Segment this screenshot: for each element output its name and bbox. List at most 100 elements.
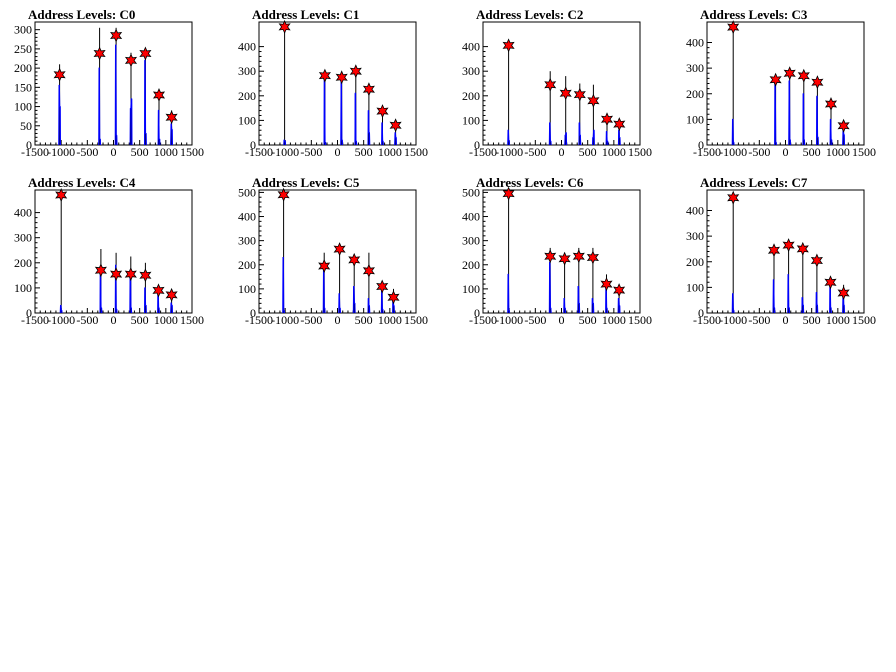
- peak-outline: [801, 297, 805, 314]
- peak-marker: [558, 251, 571, 266]
- x-tick-label: -1000: [719, 145, 747, 159]
- peak-marker: [837, 286, 850, 300]
- peak-marker: [165, 110, 178, 125]
- peak-marker: [165, 287, 178, 302]
- x-tick-label: 1000: [826, 145, 850, 159]
- peak-outline: [352, 286, 356, 314]
- peak-outline: [617, 298, 621, 314]
- panel-title: Address Levels: C7: [700, 175, 808, 190]
- y-tick-label: 200: [686, 87, 704, 101]
- peak-outline: [815, 292, 819, 314]
- peak-marker: [376, 104, 389, 119]
- y-tick-label: 400: [238, 210, 256, 224]
- x-tick-label: 500: [803, 145, 821, 159]
- y-tick-label: 0: [250, 306, 256, 320]
- peak-marker: [587, 93, 600, 108]
- x-tick-label: -500: [300, 145, 322, 159]
- y-tick-label: 100: [686, 112, 704, 126]
- x-tick-label: 500: [355, 145, 373, 159]
- peak-outline: [59, 305, 63, 314]
- x-tick-label: -500: [76, 145, 98, 159]
- peak-marker: [600, 112, 614, 127]
- y-tick-label: 100: [238, 282, 256, 296]
- peak-outline: [802, 93, 806, 146]
- x-tick-label: -1000: [271, 313, 299, 327]
- peak-outline: [578, 122, 582, 146]
- peak-marker: [613, 283, 626, 298]
- peak-marker: [335, 70, 348, 85]
- peak-outline: [564, 132, 568, 146]
- peak-marker: [769, 72, 782, 87]
- peak-marker: [110, 267, 123, 282]
- x-tick-label: 1000: [602, 313, 626, 327]
- peak-marker: [810, 253, 823, 268]
- x-tick-label: 0: [335, 313, 341, 327]
- x-tick-label: -1000: [495, 313, 523, 327]
- peak-outline: [367, 110, 371, 146]
- peak-outline: [605, 131, 609, 146]
- y-tick-label: 200: [462, 258, 480, 272]
- x-tick-label: -500: [748, 145, 770, 159]
- peak-marker: [139, 268, 152, 283]
- x-tick-label: -500: [748, 313, 770, 327]
- peak-marker: [94, 263, 107, 278]
- peak-outline: [563, 298, 567, 314]
- x-tick-label: 0: [783, 145, 789, 159]
- peak-outline: [99, 272, 103, 314]
- peak-outline: [381, 122, 384, 146]
- y-tick-label: 300: [462, 64, 480, 78]
- y-tick-label: 100: [686, 280, 704, 294]
- x-tick-label: -500: [300, 313, 322, 327]
- y-tick-label: 200: [686, 255, 704, 269]
- y-tick-label: 100: [462, 282, 480, 296]
- panel-title: Address Levels: C0: [28, 7, 135, 22]
- x-tick-label: -1000: [495, 145, 523, 159]
- panel-1: Address Levels: C1 0 100 200 300 400 -1500-100…: [238, 7, 428, 159]
- y-tick-label: 400: [238, 40, 256, 54]
- peak-marker: [124, 53, 138, 68]
- y-tick-label: 100: [14, 100, 32, 114]
- peak-outline: [731, 118, 735, 146]
- panel-2: Address Levels: C2 0 100 200 300 400 -1500-100…: [462, 7, 652, 159]
- peak-marker: [152, 283, 165, 298]
- y-tick-label: 200: [14, 61, 32, 75]
- x-tick-label: 1000: [154, 313, 178, 327]
- x-tick-label: 1000: [826, 313, 850, 327]
- x-tick-label: 0: [559, 145, 565, 159]
- y-tick-label: 0: [474, 306, 480, 320]
- x-tick-label: -500: [524, 145, 546, 159]
- y-tick-label: 300: [686, 229, 704, 243]
- peak-marker: [277, 187, 290, 202]
- peak-marker: [824, 97, 838, 111]
- y-tick-label: 500: [462, 185, 480, 199]
- y-tick-label: 300: [14, 23, 32, 37]
- panel-6: Address Levels: C60100200300400500-1500-…: [462, 175, 652, 327]
- x-tick-label: 0: [783, 313, 789, 327]
- peak-outline: [144, 287, 147, 314]
- peak-outline: [507, 273, 511, 314]
- x-tick-label: -1500: [469, 313, 497, 327]
- peak-outline: [617, 129, 621, 146]
- panel-0: Address Levels: C0 0 50 100 150 200 250 300 -150…: [14, 7, 204, 159]
- x-tick-label: 500: [579, 145, 597, 159]
- peak-marker: [837, 118, 850, 133]
- y-tick-label: 100: [462, 113, 480, 127]
- y-tick-label: 0: [26, 306, 32, 320]
- peak-marker: [811, 75, 824, 90]
- peak-marker: [349, 64, 362, 79]
- y-tick-label: 300: [686, 61, 704, 75]
- peak-outline: [170, 123, 173, 146]
- peak-marker: [502, 186, 515, 201]
- y-tick-label: 200: [238, 89, 256, 103]
- peak-marker: [152, 88, 166, 102]
- y-tick-label: 100: [14, 281, 32, 295]
- x-tick-label: -1000: [47, 145, 75, 159]
- peak-marker: [600, 277, 613, 292]
- y-tick-label: 0: [250, 138, 256, 152]
- peak-marker: [318, 68, 331, 83]
- peak-outline: [829, 284, 832, 314]
- panel-7: Address Levels: C7 0 100 200 300 400 -1500-100…: [686, 175, 876, 327]
- peak-outline: [788, 80, 792, 146]
- peak-outline: [394, 132, 397, 146]
- x-tick-label: 0: [335, 145, 341, 159]
